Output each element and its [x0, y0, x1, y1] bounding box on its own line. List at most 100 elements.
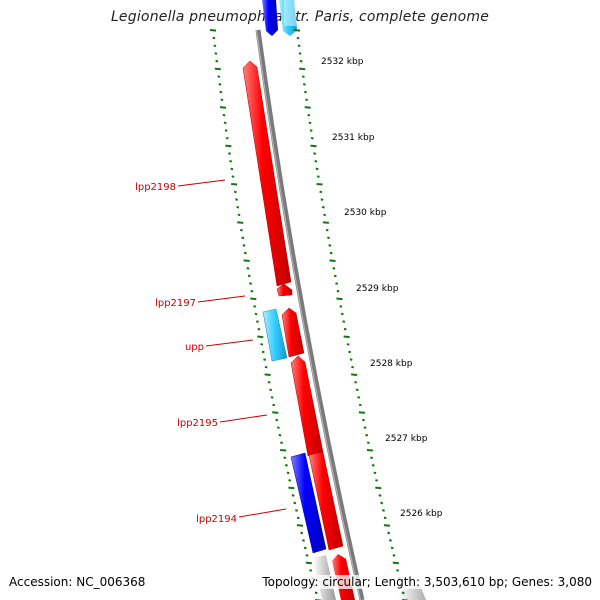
scale-tick [284, 464, 288, 467]
scale-tick [260, 343, 264, 346]
kbp-tick-label: 2526 kbp [400, 509, 443, 519]
scale-tick [378, 494, 382, 497]
scale-tick [250, 289, 254, 293]
kbp-tick-label: 2530 kbp [344, 208, 387, 218]
topology-label: Topology: circular; Length: 3,503,610 bp… [262, 575, 592, 589]
scale-tick [304, 106, 311, 109]
scale-tick [213, 44, 217, 48]
scale-tick [373, 471, 377, 475]
scale-tick [323, 213, 327, 217]
scale-tick [250, 297, 257, 301]
scale-tick [242, 244, 246, 247]
scale-tick [300, 531, 304, 535]
scale-tick [366, 441, 370, 444]
scale-tick [257, 335, 264, 339]
scale-tick [304, 90, 307, 94]
scale-tick [293, 501, 297, 505]
scale-tick [233, 190, 237, 194]
scale-tick [220, 98, 224, 102]
scale-tick [328, 244, 332, 247]
scale-tick [299, 59, 303, 63]
scale-tick [295, 509, 298, 512]
kbp-tick-label: 2527 kbp [385, 434, 428, 444]
scale-tick [212, 36, 216, 40]
scale-tick [346, 343, 350, 346]
gene-red-lower[interactable] [308, 451, 344, 551]
scale-tick [223, 121, 227, 125]
scale-tick [396, 569, 400, 572]
scale-tick [320, 198, 324, 201]
scale-tick [307, 113, 311, 117]
scale-tick [241, 236, 245, 240]
gene-lpp2195[interactable] [290, 355, 324, 457]
gene-lpp2194[interactable] [290, 452, 327, 554]
gene-label-lpp2197[interactable]: lpp2197 [155, 298, 196, 309]
scale-tick [358, 403, 362, 407]
scale-tick [302, 83, 306, 86]
scale-tick [237, 213, 241, 217]
gene-lpp2198[interactable] [242, 60, 292, 287]
scale-tick [237, 221, 244, 224]
scale-tick [253, 305, 257, 308]
gene-top-blue[interactable] [262, 0, 278, 36]
scale-tick [325, 228, 329, 232]
scale-tick [339, 305, 343, 308]
gene-label-lpp2195[interactable]: lpp2195 [177, 418, 218, 429]
gene-lpp2197[interactable] [276, 283, 293, 297]
genome-backbone-highlight [256, 29, 361, 600]
scale-tick [329, 259, 336, 262]
scale-tick [218, 83, 222, 86]
label-leader-lpp2197 [197, 295, 246, 303]
kbp-tick-label: 2529 kbp [356, 284, 399, 294]
scale-tick [316, 182, 323, 186]
scale-tick [342, 320, 346, 323]
scale-tick [309, 569, 313, 572]
scale-tick [321, 205, 325, 209]
scale-tick [269, 388, 273, 392]
scale-tick [264, 373, 271, 376]
scale-tick [309, 129, 313, 132]
scale-tick [388, 539, 392, 542]
scale-tick [310, 144, 317, 148]
gene-upp-cyan[interactable] [262, 308, 288, 362]
scale-tick [225, 144, 232, 148]
scale-tick [278, 433, 282, 437]
scale-tick [219, 106, 227, 109]
scale-tick [375, 479, 379, 482]
scale-tick [315, 167, 319, 171]
kbp-tick-label: 2532 kbp [321, 57, 364, 67]
gene-label-upp[interactable]: upp [185, 342, 204, 353]
scale-tick [314, 159, 318, 163]
scale-tick [264, 365, 268, 369]
scale-tick [380, 501, 384, 505]
scale-tick [319, 190, 323, 194]
scale-tick [390, 546, 394, 550]
scale-tick [392, 554, 396, 557]
scale-tick [217, 75, 221, 78]
scale-tick [299, 67, 306, 71]
outer-scale-ticks [293, 29, 409, 600]
scale-tick [305, 554, 309, 557]
scale-tick [310, 136, 314, 140]
gene-upp[interactable] [281, 307, 305, 358]
label-leader-lpp2195 [219, 414, 268, 423]
scale-tick [381, 509, 385, 512]
genome-backbone [255, 29, 365, 600]
scale-tick [215, 59, 219, 63]
scale-tick [308, 121, 312, 125]
scale-tick [370, 456, 374, 460]
scale-tick [246, 267, 250, 270]
gene-label-lpp2198[interactable]: lpp2198 [135, 182, 176, 193]
scale-tick [254, 312, 258, 316]
scale-tick [243, 259, 250, 262]
scale-tick [231, 175, 235, 178]
scale-tick [392, 561, 399, 565]
scale-tick [362, 418, 365, 422]
scale-tick [231, 182, 238, 186]
scale-tick [276, 426, 280, 429]
scale-tick [371, 464, 375, 467]
gene-label-lpp2194[interactable]: lpp2194 [196, 514, 237, 525]
scale-tick [298, 52, 302, 55]
scale-tick [351, 373, 358, 376]
